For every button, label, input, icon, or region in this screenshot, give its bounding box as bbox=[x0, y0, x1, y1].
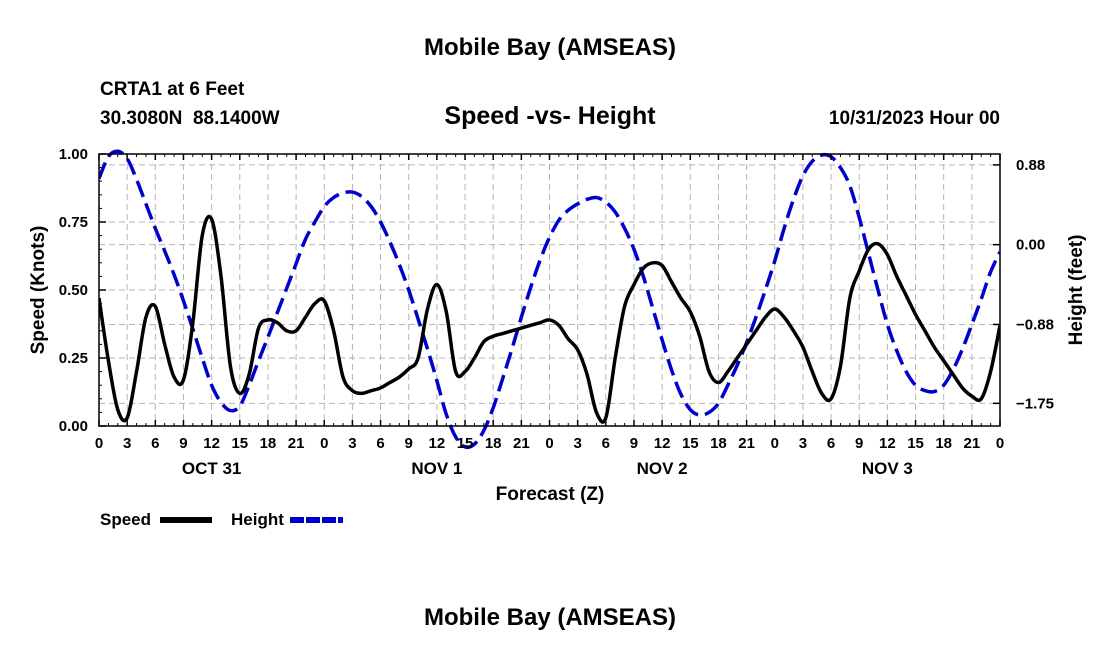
x-tick-label: 18 bbox=[260, 435, 277, 452]
footer-title: Mobile Bay (AMSEAS) bbox=[424, 604, 676, 631]
x-tick-label: 12 bbox=[654, 435, 671, 452]
legend-speed-label: Speed bbox=[100, 510, 151, 529]
chart-axes: 0 3 6 9 12 15 18 21 0 3 6 9 12 15 18 21 0 3 6 9 12 15 18 21 0 3 6 9… bbox=[59, 146, 1054, 478]
x-tick-label: 3 bbox=[799, 435, 807, 452]
right-tick-label: 0.00 bbox=[1016, 237, 1045, 254]
left-tick-label: 0.00 bbox=[59, 418, 88, 435]
x-tick-label: 9 bbox=[179, 435, 187, 452]
left-tick-label: 0.25 bbox=[59, 350, 88, 367]
x-axis-label: Forecast (Z) bbox=[496, 484, 605, 505]
left-tick-label: 0.50 bbox=[59, 282, 88, 299]
x-tick-label: 9 bbox=[630, 435, 638, 452]
x-tick-label: 3 bbox=[573, 435, 581, 452]
y-axis-left-label: Speed (Knots) bbox=[28, 226, 49, 355]
x-tick-label: 15 bbox=[231, 435, 248, 452]
series-line-speed bbox=[99, 214, 1000, 424]
x-tick-label: 21 bbox=[288, 435, 305, 452]
x-tick-label: 12 bbox=[203, 435, 220, 452]
right-tick-label: 0.88 bbox=[1016, 157, 1045, 174]
x-tick-label: 21 bbox=[738, 435, 755, 452]
x-tick-label: 0 bbox=[95, 435, 103, 452]
chart-title: Speed -vs- Height bbox=[444, 102, 656, 130]
left-tick-label: 0.75 bbox=[59, 214, 88, 231]
x-tick-label: 18 bbox=[935, 435, 952, 452]
x-tick-label: 21 bbox=[513, 435, 530, 452]
x-tick-label: 9 bbox=[405, 435, 413, 452]
x-tick-label: 15 bbox=[907, 435, 924, 452]
day-label: NOV 2 bbox=[637, 459, 688, 478]
x-tick-label: 0 bbox=[545, 435, 553, 452]
forecast-time: 10/31/2023 Hour 00 bbox=[829, 108, 1000, 129]
station-coords: 30.3080N 88.1400W bbox=[100, 108, 280, 129]
page-title: Mobile Bay (AMSEAS) bbox=[424, 34, 676, 61]
x-tick-label: 6 bbox=[151, 435, 159, 452]
x-tick-label: 6 bbox=[827, 435, 835, 452]
legend: Speed Height bbox=[100, 510, 343, 529]
x-tick-label: 6 bbox=[376, 435, 384, 452]
chart-grid bbox=[99, 154, 1000, 426]
y-axis-right-label: Height (feet) bbox=[1066, 235, 1087, 346]
chart-series bbox=[99, 149, 1000, 450]
station-name: CRTA1 at 6 Feet bbox=[100, 79, 245, 100]
right-tick-label: −1.75 bbox=[1016, 395, 1054, 412]
x-tick-label: 0 bbox=[771, 435, 779, 452]
x-tick-label: 21 bbox=[964, 435, 981, 452]
x-tick-label: 0 bbox=[320, 435, 328, 452]
x-tick-label: 12 bbox=[879, 435, 896, 452]
legend-height-label: Height bbox=[231, 510, 284, 529]
left-tick-label: 1.00 bbox=[59, 146, 88, 163]
day-label: NOV 3 bbox=[862, 459, 913, 478]
day-label: OCT 31 bbox=[182, 459, 242, 478]
x-tick-label: 15 bbox=[457, 435, 474, 452]
x-tick-label: 12 bbox=[429, 435, 446, 452]
x-tick-label: 0 bbox=[996, 435, 1004, 452]
x-tick-label: 15 bbox=[682, 435, 699, 452]
x-tick-label: 3 bbox=[123, 435, 131, 452]
x-tick-label: 6 bbox=[602, 435, 610, 452]
x-tick-label: 18 bbox=[710, 435, 727, 452]
x-tick-label: 3 bbox=[348, 435, 356, 452]
day-label: NOV 1 bbox=[411, 459, 462, 478]
right-tick-label: −0.88 bbox=[1016, 316, 1054, 333]
x-tick-label: 9 bbox=[855, 435, 863, 452]
x-tick-label: 18 bbox=[485, 435, 502, 452]
